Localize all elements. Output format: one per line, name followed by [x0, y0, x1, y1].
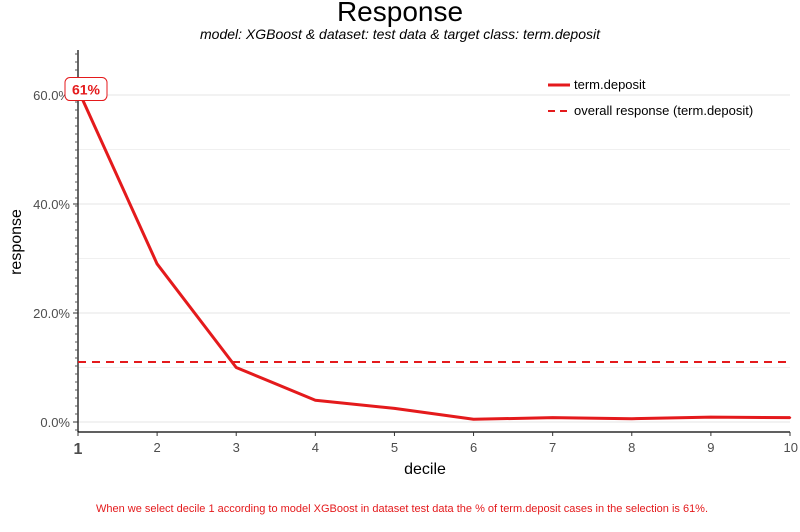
- data-point-0-3: [314, 399, 317, 402]
- annotation-layer: 61%: [64, 77, 108, 102]
- annotation-label: 61%: [72, 82, 101, 98]
- x-tick-label-3: 4: [312, 440, 319, 455]
- data-point-0-1: [155, 262, 159, 266]
- y-axis-title: response: [8, 209, 25, 275]
- tick-labels: 0.0% 20.0% 40.0% 60.0% 1 2 3 4 5 6 7 8 9 10: [33, 88, 798, 458]
- x-tick-label-8: 9: [707, 440, 714, 455]
- legend-label-overall-response: overall response (term.deposit): [574, 103, 753, 118]
- data-point-0-4: [393, 407, 396, 410]
- x-tick-label-2: 3: [233, 440, 240, 455]
- x-axis-title: decile: [404, 461, 446, 478]
- x-tick-label-0: 1: [74, 441, 83, 458]
- grid-lines: [78, 94, 790, 423]
- y-tick-label-1: 20.0%: [33, 306, 70, 321]
- x-tick-label-9: 10: [784, 440, 798, 455]
- y-tick-label-0: 0.0%: [40, 415, 70, 430]
- x-tick-label-1: 2: [153, 440, 160, 455]
- data-point-0-2: [235, 366, 238, 369]
- x-tick-label-6: 7: [549, 440, 556, 455]
- data-point-0-9: [788, 416, 792, 419]
- legend: term.deposit overall response (term.depo…: [548, 77, 753, 118]
- series-line-0: [76, 88, 791, 421]
- chart-title: Response: [337, 0, 463, 27]
- annotation-box: [64, 77, 108, 102]
- data-point-0-7: [630, 417, 633, 420]
- data-point-0-8: [709, 415, 713, 419]
- data-point-0-6: [551, 416, 554, 419]
- x-tick-label-7: 8: [628, 440, 635, 455]
- x-tick-label-4: 5: [391, 440, 398, 455]
- chart-caption: When we select decile 1 according to mod…: [96, 503, 708, 515]
- chart-subtitle: model: XGBoost & dataset: test data & ta…: [200, 26, 601, 42]
- y-tick-label-2: 40.0%: [33, 197, 70, 212]
- series-layer: [76, 88, 792, 421]
- x-tick-label-5: 6: [470, 440, 477, 455]
- legend-label-term-deposit: term.deposit: [574, 77, 646, 92]
- y-tick-label-3: 60.0%: [33, 88, 70, 103]
- data-point-0-5: [472, 418, 475, 421]
